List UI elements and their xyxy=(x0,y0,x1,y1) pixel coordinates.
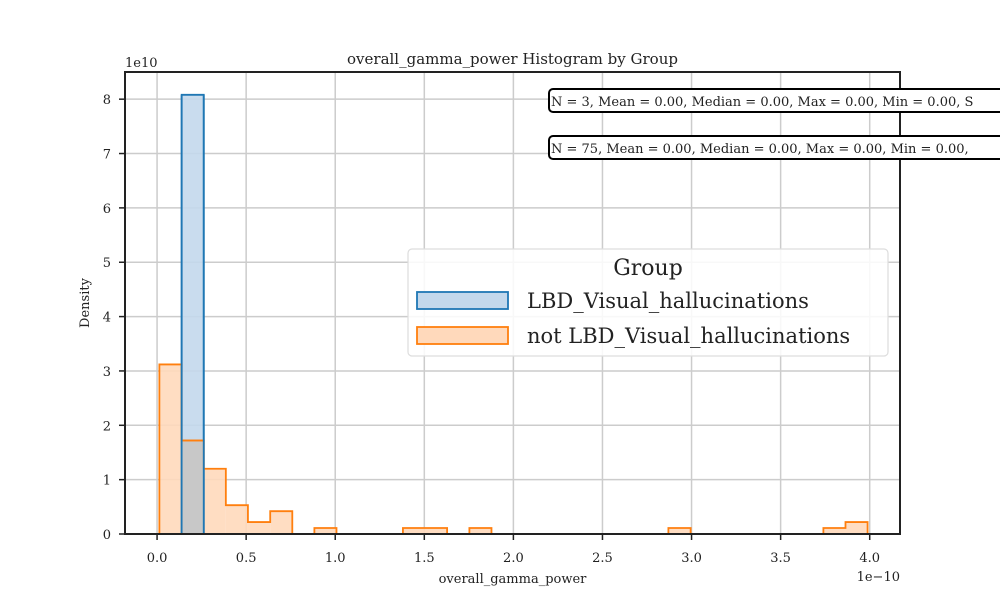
histogram-bar-not-lbd xyxy=(425,528,448,534)
histogram-bar-not-lbd xyxy=(845,522,868,534)
legend-frame xyxy=(407,248,889,357)
stats-annotation-box xyxy=(548,88,1000,113)
stats-annotation-box xyxy=(548,135,1000,160)
x-tick-label: 1.0 xyxy=(325,551,346,566)
stats-annotation-text: N = 3, Mean = 0.00, Median = 0.00, Max =… xyxy=(551,95,973,110)
plot-frame xyxy=(124,71,901,535)
x-tick-label: 0.5 xyxy=(236,551,257,566)
stats-annotation-text: N = 75, Mean = 0.00, Median = 0.00, Max … xyxy=(551,142,969,157)
histogram-bar-not-lbd xyxy=(159,364,182,534)
y-tick-label: 2 xyxy=(103,419,111,434)
x-tick-label: 3.5 xyxy=(770,551,791,566)
histogram-bar-not-lbd xyxy=(402,528,426,534)
histogram-bar-not-lbd xyxy=(823,528,846,534)
legend-title: Group xyxy=(613,256,683,281)
y-tick-label: 6 xyxy=(103,202,111,217)
y-tick-label: 7 xyxy=(103,148,111,163)
x-tick-label: 1.5 xyxy=(414,551,435,566)
y-tick-label: 4 xyxy=(103,311,111,326)
histogram-bar-not-lbd xyxy=(270,511,293,534)
histogram-bar-not-lbd xyxy=(225,505,248,534)
histogram-bar-not-lbd xyxy=(668,528,691,534)
legend-swatch xyxy=(416,326,509,345)
axis-ticks: 0.0 0.5 1.0 1.5 2.0 2.5 3.0 3.5 4.0 0 1 2 3 4 5 6 7 8 xyxy=(103,93,880,566)
histogram-bars xyxy=(158,93,869,535)
histogram-bar-not-lbd xyxy=(203,468,226,534)
legend-entry-label: not LBD_Visual_hallucinations xyxy=(527,324,850,348)
legend-swatch xyxy=(416,291,509,310)
chart-title: overall_gamma_power Histogram by Group xyxy=(347,50,678,68)
y-tick-label: 8 xyxy=(103,93,111,108)
histogram-overlap xyxy=(182,441,203,534)
y-tick-label: 0 xyxy=(103,528,111,543)
legend-entry-label: LBD_Visual_hallucinations xyxy=(527,289,809,313)
x-offset-label: 1e−10 xyxy=(857,570,900,585)
histogram-bar-not-lbd xyxy=(469,528,492,534)
histogram-bar-not-lbd xyxy=(247,522,271,534)
y-tick-label: 3 xyxy=(103,365,111,380)
histogram-bar-not-lbd xyxy=(314,528,337,534)
stats-annotations: N = 3, Mean = 0.00, Median = 0.00, Max =… xyxy=(548,88,1000,160)
histogram-bar-lbd xyxy=(181,94,204,534)
x-tick-label: 2.0 xyxy=(503,551,524,566)
x-tick-label: 4.0 xyxy=(859,551,880,566)
x-axis-title: overall_gamma_power xyxy=(439,572,588,587)
y-tick-label: 5 xyxy=(103,256,111,271)
y-tick-label: 1 xyxy=(103,474,111,489)
x-tick-label: 3.0 xyxy=(681,551,702,566)
y-offset-label: 1e10 xyxy=(125,56,158,71)
x-tick-label: 2.5 xyxy=(592,551,613,566)
y-axis-title: Density xyxy=(78,277,93,328)
x-tick-label: 0.0 xyxy=(147,551,168,566)
